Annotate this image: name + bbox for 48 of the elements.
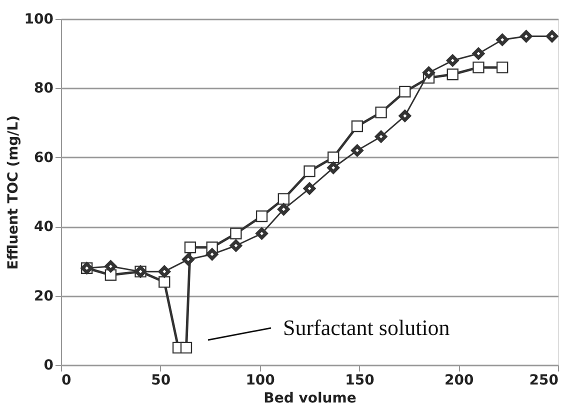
point <box>446 54 459 66</box>
point <box>158 266 170 278</box>
point <box>104 260 117 272</box>
point <box>422 66 435 79</box>
point <box>520 30 532 42</box>
x-tick-label: 50 <box>151 372 171 388</box>
y-tick-label: 80 <box>34 80 54 97</box>
point <box>327 162 340 174</box>
y-tick-label: 100 <box>24 12 54 28</box>
x-tick-label: 250 <box>529 372 559 388</box>
point <box>184 242 196 254</box>
point <box>256 210 268 222</box>
point <box>496 62 508 74</box>
x-tick-label: 100 <box>246 372 276 388</box>
point <box>472 48 484 60</box>
annotation: Surfactant solution <box>283 315 450 340</box>
point <box>304 165 316 178</box>
point <box>304 182 316 194</box>
point <box>158 276 170 288</box>
point <box>375 130 387 143</box>
point <box>546 30 558 42</box>
point <box>206 248 218 260</box>
point <box>375 106 387 118</box>
point <box>399 86 411 98</box>
x-tick-label: 200 <box>444 372 474 388</box>
point <box>472 62 484 74</box>
point <box>398 110 411 122</box>
point <box>182 254 194 266</box>
point <box>278 193 290 205</box>
point <box>351 120 364 132</box>
point <box>446 68 458 80</box>
point <box>278 203 290 216</box>
point <box>104 269 117 281</box>
y-tick-label: 60 <box>34 150 54 166</box>
x-axis-title: Bed volume <box>264 390 356 406</box>
point <box>230 240 242 252</box>
y-tick-label: 40 <box>34 219 54 236</box>
point <box>328 152 340 164</box>
point <box>180 342 192 354</box>
x-tick-label: 0 <box>62 372 72 388</box>
y-tick-label: 0 <box>44 358 54 374</box>
point <box>256 228 268 240</box>
y-axis-title: Effluent TOC (mg/L) <box>5 115 22 270</box>
point <box>351 144 364 156</box>
point <box>230 228 242 240</box>
x-tick-label: 150 <box>345 372 375 388</box>
y-tick-label: 20 <box>34 288 54 304</box>
point <box>496 34 508 46</box>
